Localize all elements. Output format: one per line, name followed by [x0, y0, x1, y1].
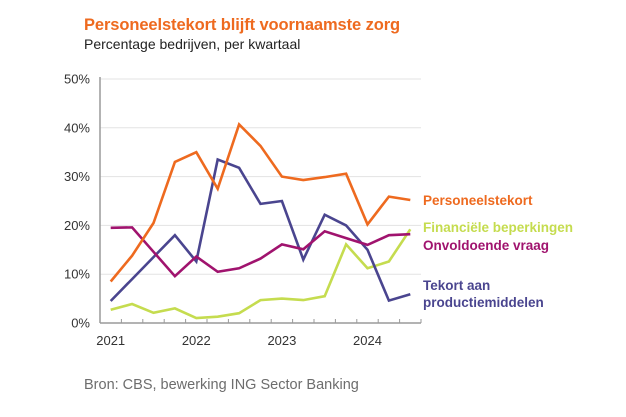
y-axis-tick-labels: 0% 10% 20% 30% 40% 50%: [64, 72, 90, 331]
y-tick-label: 30%: [64, 169, 90, 184]
y-tick-label: 20%: [64, 218, 90, 233]
y-tick-label: 0%: [71, 316, 90, 331]
legend: Personeelstekort Financiële beperkingen On…: [423, 193, 573, 310]
series-line-onvoldoende-vraag: [110, 226, 411, 279]
axes: [99, 77, 422, 324]
series-lines: [109, 121, 412, 320]
x-tick-label: 2021: [96, 333, 125, 348]
y-tick-label: 10%: [64, 267, 90, 282]
series-line-tekort-aan-productiemiddelen: [109, 157, 411, 303]
legend-label: productiemiddelen: [423, 295, 544, 310]
legend-label: Personeelstekort: [423, 193, 533, 208]
legend-label: Financiële beperkingen: [423, 220, 573, 235]
chart-title: Personeelstekort blijft voornaamste zorg: [84, 16, 401, 34]
x-tick-label: 2022: [182, 333, 211, 348]
legend-label: Tekort aan: [423, 278, 490, 293]
source-note: Bron: CBS, bewerking ING Sector Banking: [84, 377, 359, 393]
x-tick-label: 2024: [353, 333, 382, 348]
y-tick-label: 50%: [64, 72, 90, 87]
x-tick-label: 2023: [267, 333, 296, 348]
x-axis-tick-labels: 2021 2022 2023 2024: [96, 333, 382, 348]
y-tick-label: 40%: [64, 120, 90, 135]
series-line-financi-le-beperkingen: [110, 228, 412, 320]
chart-subtitle: Percentage bedrijven, per kwartaal: [84, 36, 301, 52]
series-line-personeelstekort: [109, 121, 411, 283]
legend-label: Onvoldoende vraag: [423, 238, 549, 253]
